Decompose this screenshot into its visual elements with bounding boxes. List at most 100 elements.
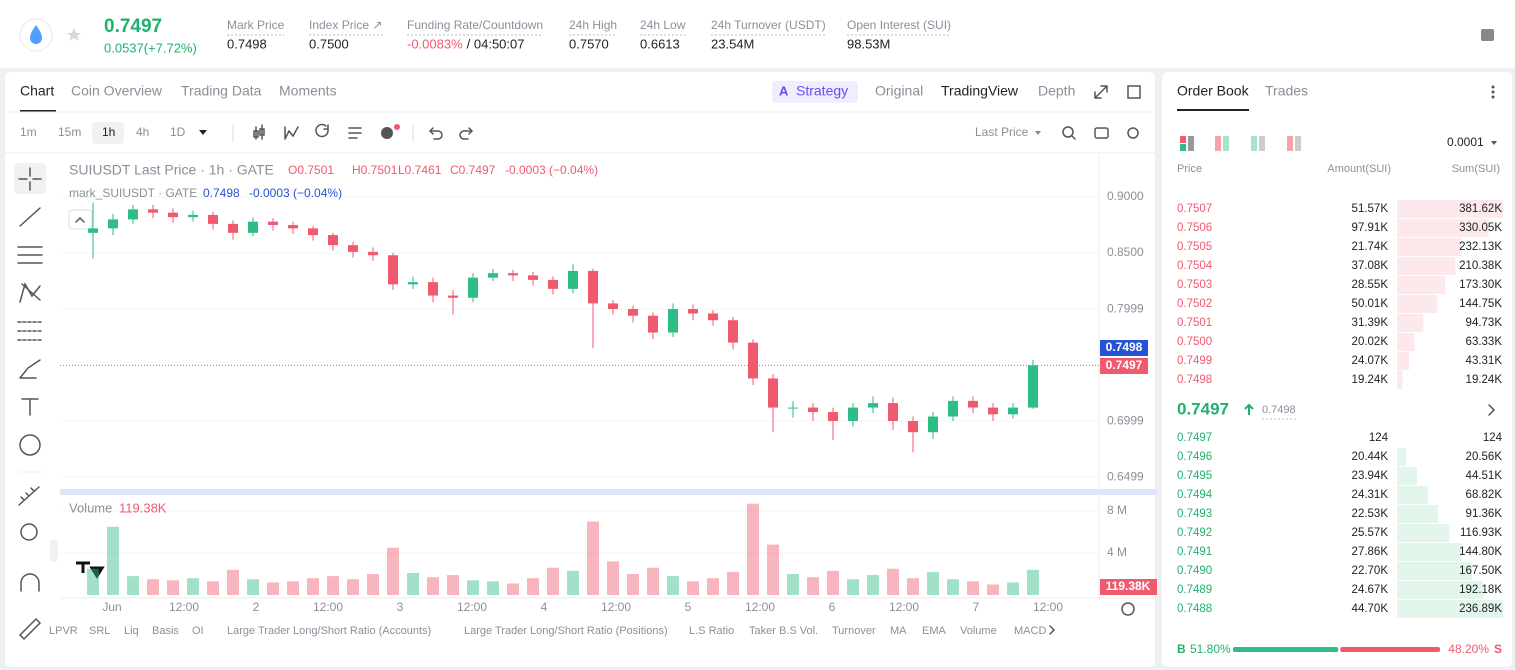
fib-tool[interactable] <box>17 321 43 341</box>
chart-tab[interactable]: Moments <box>279 83 337 99</box>
channel-tool[interactable] <box>17 246 43 264</box>
indicator-tab[interactable]: Volume <box>960 625 997 637</box>
crosshair-icon[interactable] <box>18 167 42 191</box>
book-price[interactable]: 0.7491 <box>1177 546 1212 558</box>
indicator-tab[interactable]: MA <box>890 625 907 637</box>
book-price[interactable]: 0.7493 <box>1177 508 1212 520</box>
axis-settings[interactable] <box>1121 602 1135 616</box>
book-amount: 50.01K <box>1352 298 1389 310</box>
sell-ratio: 48.20% <box>1448 642 1489 656</box>
redo[interactable] <box>459 127 474 140</box>
book-price[interactable]: 0.7505 <box>1177 241 1212 253</box>
collapse-toolbar[interactable] <box>50 540 58 562</box>
candle-icon[interactable] <box>253 124 265 140</box>
gear-icon[interactable] <box>1127 127 1139 139</box>
indicator-tab[interactable]: Turnover <box>832 625 876 637</box>
book-price[interactable]: 0.7495 <box>1177 470 1212 482</box>
indicator-icon[interactable] <box>284 126 299 140</box>
edit-tool[interactable] <box>18 617 42 641</box>
book-price[interactable]: 0.7500 <box>1177 336 1212 348</box>
replay-icon[interactable] <box>315 123 329 138</box>
window-icon[interactable] <box>1127 85 1141 99</box>
candle-body <box>388 255 398 285</box>
dropdown[interactable] <box>199 130 207 135</box>
settings-icon[interactable] <box>1481 29 1494 41</box>
chart-tab[interactable]: Coin Overview <box>71 83 163 99</box>
interval[interactable]: 15m <box>58 125 81 139</box>
pattern-tool[interactable] <box>19 282 41 303</box>
book-price[interactable]: 0.7499 <box>1177 355 1212 367</box>
candle-body <box>308 228 318 236</box>
interval[interactable]: 1m <box>20 125 37 139</box>
view-tab[interactable]: Depth <box>1038 83 1075 99</box>
search-icon[interactable] <box>1062 126 1074 138</box>
chart-tab[interactable]: Chart <box>20 83 54 99</box>
book-price[interactable]: 0.7497 <box>1177 432 1212 444</box>
book-tab[interactable]: Order Book <box>1177 83 1250 99</box>
text-tool[interactable] <box>21 398 39 416</box>
book-price[interactable]: 0.7492 <box>1177 527 1212 539</box>
book-price[interactable]: 0.7503 <box>1177 279 1212 291</box>
crosshair-active[interactable] <box>14 163 46 194</box>
view-tab[interactable]: Strategy <box>796 83 848 99</box>
view-tab[interactable]: TradingView <box>941 83 1019 99</box>
price-type[interactable]: Last Price <box>975 125 1029 139</box>
book-price[interactable]: 0.7498 <box>1177 374 1212 386</box>
book-price[interactable]: 0.7490 <box>1177 565 1212 577</box>
interval[interactable]: 1h <box>102 125 115 139</box>
book-price[interactable]: 0.7489 <box>1177 584 1212 596</box>
book-price[interactable]: 0.7504 <box>1177 260 1213 272</box>
indicator-tab[interactable]: EMA <box>922 625 947 637</box>
zoom-tool[interactable] <box>20 523 38 541</box>
x-tick-label: 7 <box>973 600 980 614</box>
more-indicators[interactable] <box>1049 625 1056 635</box>
expand[interactable] <box>1488 404 1496 416</box>
indicator-tab[interactable]: MACD <box>1014 625 1046 637</box>
volume-bar <box>147 579 159 595</box>
view-tab[interactable]: Original <box>875 83 923 99</box>
indicator-tab[interactable]: Taker B.S Vol. <box>749 625 818 637</box>
indicator-tab[interactable]: LPVR <box>49 625 78 637</box>
book-price[interactable]: 0.7496 <box>1177 451 1212 463</box>
interval[interactable]: 4h <box>136 125 149 139</box>
magnet-tool[interactable] <box>20 573 40 592</box>
chart-tab[interactable]: Trading Data <box>181 83 262 99</box>
indicator-tab[interactable]: Large Trader Long/Short Ratio (Positions… <box>464 625 668 637</box>
book-price[interactable]: 0.7502 <box>1177 298 1212 310</box>
last-price-tag <box>1100 358 1148 374</box>
indicator-tab[interactable]: L.S Ratio <box>689 625 734 637</box>
indicator-tab[interactable]: SRL <box>89 625 110 637</box>
book-price[interactable]: 0.7494 <box>1177 489 1213 501</box>
menu[interactable] <box>1491 95 1495 99</box>
camera-icon[interactable] <box>1094 127 1109 139</box>
indicator-tab[interactable]: Large Trader Long/Short Ratio (Accounts) <box>227 625 431 637</box>
dropdown[interactable] <box>1035 131 1041 135</box>
indicator-tab[interactable]: Basis <box>152 625 179 637</box>
x-tick-label: 12:00 <box>601 600 631 614</box>
book-price[interactable]: 0.7488 <box>1177 603 1212 615</box>
undo[interactable] <box>428 127 443 140</box>
precision[interactable]: 0.0001 <box>1447 135 1484 149</box>
brush-tool[interactable] <box>19 359 41 379</box>
favorite[interactable] <box>67 28 81 41</box>
book-tab[interactable]: Trades <box>1265 83 1308 99</box>
legend-ohlc: L0.7461 <box>398 163 442 177</box>
fullscreen-icon[interactable] <box>1094 85 1108 99</box>
interval[interactable]: 1D <box>170 125 186 139</box>
book-price[interactable]: 0.7506 <box>1177 222 1212 234</box>
volume-bar <box>787 574 799 595</box>
layout-icons[interactable] <box>1180 136 1301 151</box>
template-icon[interactable] <box>348 127 362 139</box>
book-price[interactable]: 0.7501 <box>1177 317 1212 329</box>
indicator-tab[interactable]: Liq <box>124 625 139 637</box>
dropdown[interactable] <box>1491 141 1497 145</box>
book-price[interactable]: 0.7507 <box>1177 203 1212 215</box>
emoji-tool[interactable] <box>19 434 41 456</box>
candle-body <box>508 273 518 276</box>
add-icon[interactable] <box>381 127 393 139</box>
candle-body <box>208 214 218 224</box>
book-sum: 20.56K <box>1466 451 1503 463</box>
ruler-tool[interactable] <box>18 486 40 506</box>
indicator-tab[interactable]: OI <box>192 625 204 637</box>
line-tool[interactable] <box>19 207 41 227</box>
